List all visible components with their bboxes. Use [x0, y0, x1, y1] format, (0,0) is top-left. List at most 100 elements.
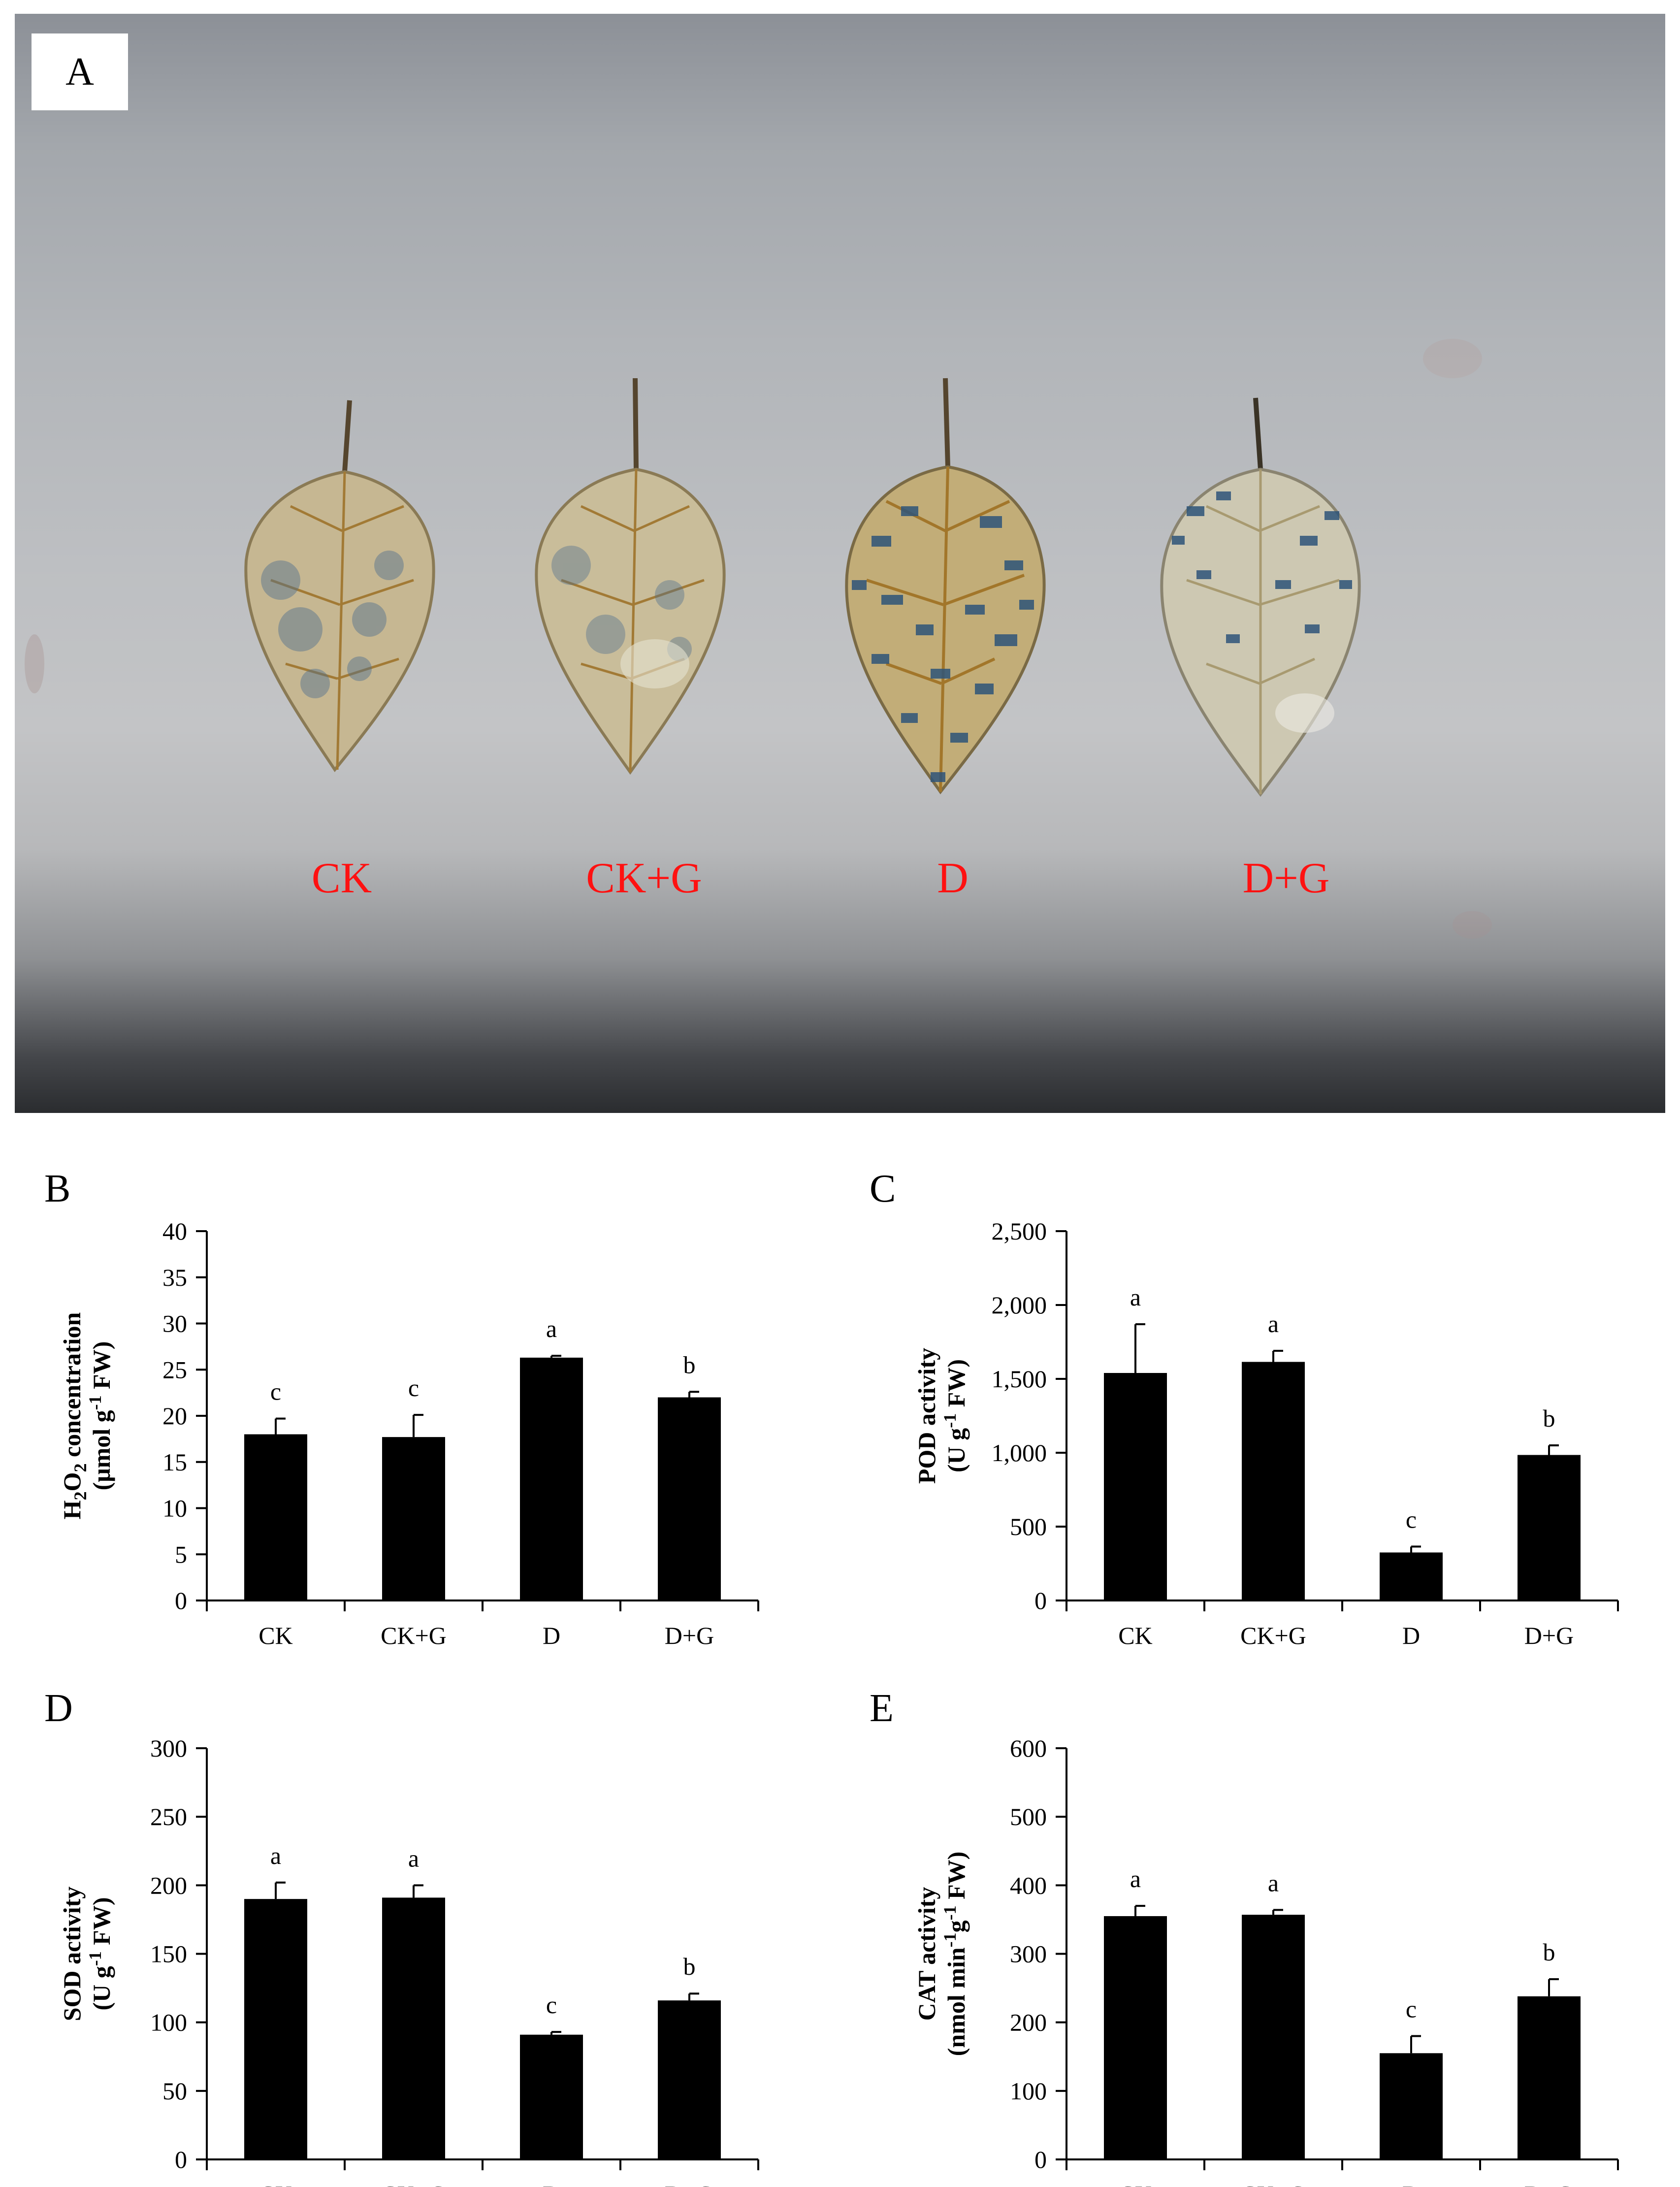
y-tick-label: 2,000 — [992, 1291, 1047, 1319]
bar-ck — [1104, 1373, 1167, 1600]
x-tick-label-d: D — [543, 1622, 560, 1649]
y-tick-label: 0 — [1034, 1587, 1047, 1614]
y-tick-label: 15 — [162, 1448, 187, 1476]
chart-sod: D 0 50 100 150 200 250 300 a CK a CK+G c Db D+G SOD act… — [0, 1684, 840, 2187]
leaf-photo-panel: A CK CK+G D D+G — [15, 14, 1665, 1113]
x-tick-label-ck-plus-g: CK+G — [381, 1622, 447, 1649]
leaf-ck — [244, 400, 435, 773]
sig-letter-ck-plus-g: a — [408, 1844, 419, 1872]
sig-letter-ck: a — [1130, 1283, 1141, 1311]
y-axis-label-line: (U g-1​ FW) — [85, 1897, 115, 2011]
y-axis-label: H2​O2​ concentration(μmol g-1​ FW) — [58, 1312, 115, 1519]
chart-pod-svg: C 0 500 1,000 1,500 2,000 2,500 a CK a CK+G c Db D+G P… — [870, 1167, 1619, 1649]
y-axis-label-line: H2​O2​ concentration — [58, 1312, 90, 1519]
y-tick-label: 200 — [150, 1871, 187, 1899]
y-tick-label: 200 — [1010, 2009, 1047, 2036]
bar-ck-plus-g — [1242, 1362, 1305, 1600]
sig-letter-ck-plus-g: c — [408, 1374, 419, 1402]
bar-ck-plus-g — [382, 1437, 445, 1600]
y-axis-label-line: CAT activity — [913, 1887, 940, 2021]
bar-d — [1380, 2053, 1443, 2159]
y-tick-label: 400 — [1010, 1871, 1047, 1899]
y-axis-label-line: POD activity — [913, 1348, 940, 1484]
y-tick-label: 20 — [162, 1402, 187, 1430]
y-tick-label: 500 — [1010, 1513, 1047, 1540]
y-tick-label: 1,000 — [992, 1439, 1047, 1467]
bar-d — [520, 1357, 583, 1600]
y-tick-label: 250 — [150, 1803, 187, 1830]
y-tick-label: 300 — [1010, 1940, 1047, 1968]
y-tick-label: 30 — [162, 1310, 187, 1338]
y-tick-label: 1,500 — [992, 1365, 1047, 1393]
leaf-d — [845, 378, 1046, 795]
x-tick-label-ck-plus-g: CK+G — [1240, 1622, 1306, 1649]
y-tick-label: 25 — [162, 1356, 187, 1383]
sig-letter-d-plus-g: b — [1543, 1938, 1555, 1966]
y-tick-label: 600 — [1010, 1734, 1047, 1762]
x-tick-label-d: D — [1402, 2181, 1420, 2187]
leaf-ck-g — [535, 378, 726, 775]
chart-sod-svg: D 0 50 100 150 200 250 300 a CK a CK+G c Db D+G SOD act… — [44, 1687, 759, 2187]
bar-d-plus-g — [658, 2000, 721, 2159]
y-tick-label: 0 — [1034, 2146, 1047, 2173]
x-tick-label-d: D — [1402, 1622, 1420, 1649]
sig-letter-d: c — [1406, 1506, 1417, 1534]
chart-cat: E 0 100 200 300 400 500 600 a CK a CK+G c Db D+G CAT ac… — [840, 1684, 1680, 2187]
treatment-label-d: D — [937, 854, 969, 902]
sig-letter-d: c — [1406, 1995, 1417, 2023]
bar-ck-plus-g — [382, 1897, 445, 2159]
x-tick-label-ck: CK — [258, 1622, 292, 1649]
x-tick-label-d-plus-g: D+G — [665, 2181, 714, 2187]
y-axis-label: POD activity(U g-1​ FW) — [913, 1348, 970, 1484]
sig-letter-d-plus-g: b — [683, 1953, 696, 1980]
bar-d-plus-g — [658, 1397, 721, 1600]
sig-letter-ck: c — [270, 1378, 281, 1405]
x-tick-label-ck-plus-g: CK+G — [1240, 2181, 1306, 2187]
sig-letter-d-plus-g: b — [683, 1351, 696, 1378]
y-tick-label: 0 — [175, 1587, 187, 1614]
sig-letter-ck: a — [1130, 1865, 1141, 1893]
sig-letter-ck-plus-g: a — [1268, 1310, 1279, 1338]
bar-d — [520, 2034, 583, 2159]
panel-label-a: A — [32, 33, 128, 110]
treatment-label-ck-g: CK+G — [586, 854, 702, 902]
chart-cat-svg: E 0 100 200 300 400 500 600 a CK a CK+G c Db D+G CAT ac… — [870, 1687, 1619, 2187]
bar-ck-plus-g — [1242, 1915, 1305, 2159]
x-tick-label-d-plus-g: D+G — [1524, 1622, 1574, 1649]
sig-letter-d-plus-g: b — [1543, 1404, 1555, 1432]
y-tick-label: 50 — [162, 2077, 187, 2105]
y-axis-label-line: (nmol min-1​g-1​ FW) — [940, 1852, 970, 2056]
bar-d-plus-g — [1518, 1455, 1581, 1600]
chart-h2o2: B 0 5 10 15 20 25 30 35 40 c CK c CK+G a Db D+G H2​O2​ co… — [0, 1157, 840, 1669]
y-tick-label: 2,500 — [992, 1217, 1047, 1245]
y-tick-label: 5 — [175, 1540, 187, 1568]
y-axis-label: SOD activity(U g-1​ FW) — [58, 1887, 115, 2022]
sig-letter-d: a — [546, 1315, 557, 1342]
y-tick-label: 150 — [150, 1940, 187, 1968]
sig-letter-d: c — [546, 1991, 557, 2019]
x-tick-label-ck: CK — [258, 2181, 292, 2187]
y-axis-label-line: SOD activity — [58, 1887, 86, 2022]
sig-letter-ck-plus-g: a — [1268, 1869, 1279, 1896]
y-tick-label: 35 — [162, 1264, 187, 1291]
bar-ck — [244, 1899, 307, 2159]
y-tick-label: 100 — [150, 2009, 187, 2036]
x-tick-label-ck-plus-g: CK+G — [381, 2181, 447, 2187]
y-axis-label-line: (μmol g-1​ FW) — [85, 1341, 115, 1491]
panel-label: E — [870, 1687, 894, 1730]
x-tick-label-d: D — [543, 2181, 560, 2187]
panel-label: B — [44, 1167, 70, 1210]
y-tick-label: 100 — [1010, 2077, 1047, 2105]
panel-label-a-text: A — [65, 50, 94, 94]
leaf-d-g — [1160, 397, 1361, 797]
bar-d — [1380, 1552, 1443, 1600]
y-axis-label-line: (U g-1​ FW) — [940, 1359, 970, 1472]
panel-label: D — [44, 1687, 73, 1730]
sig-letter-ck: a — [270, 1842, 281, 1869]
treatment-label-d-g: D+G — [1242, 854, 1330, 902]
bar-ck — [1104, 1916, 1167, 2159]
y-tick-label: 10 — [162, 1495, 187, 1522]
leaf-photo — [25, 339, 1492, 939]
y-tick-label: 40 — [162, 1217, 187, 1245]
